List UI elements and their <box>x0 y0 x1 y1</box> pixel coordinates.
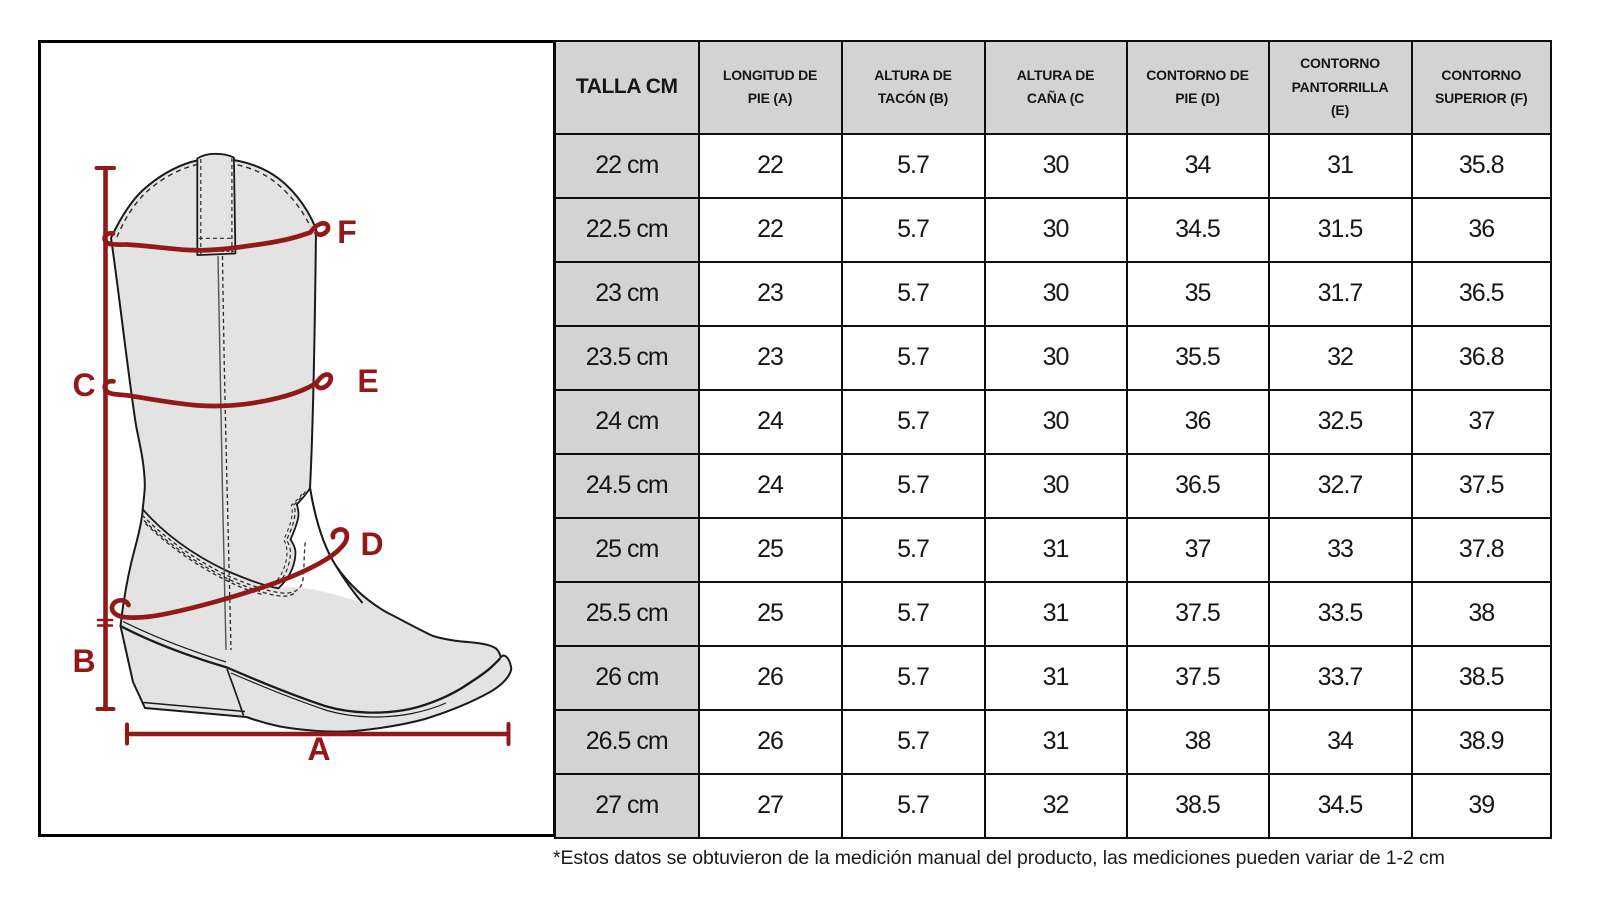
svg-text:E: E <box>357 363 378 399</box>
svg-text:F: F <box>337 214 357 250</box>
svg-text:C: C <box>72 367 95 403</box>
svg-text:A: A <box>307 731 330 767</box>
svg-text:B: B <box>72 643 95 679</box>
svg-text:D: D <box>360 526 383 562</box>
